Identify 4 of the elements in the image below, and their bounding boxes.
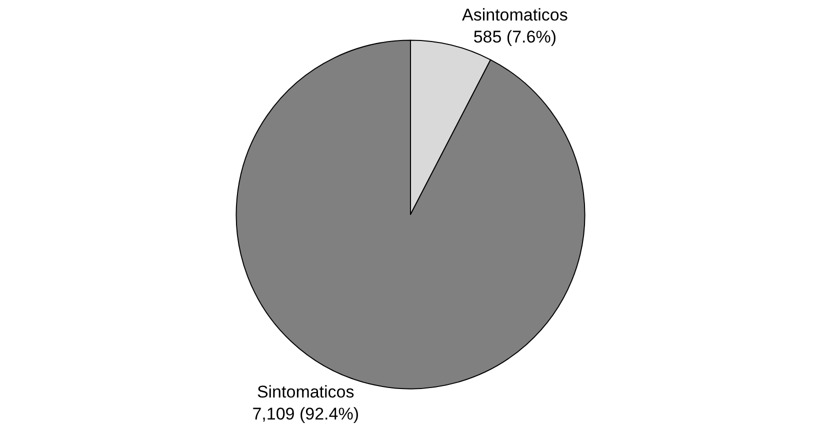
slice-label: Asintomaticos: [462, 5, 568, 24]
data-label: 7,109 (92.4%): [252, 404, 359, 424]
data-label: 585 (7.6%): [473, 27, 556, 46]
slice-label: Sintomaticos: [256, 382, 354, 402]
